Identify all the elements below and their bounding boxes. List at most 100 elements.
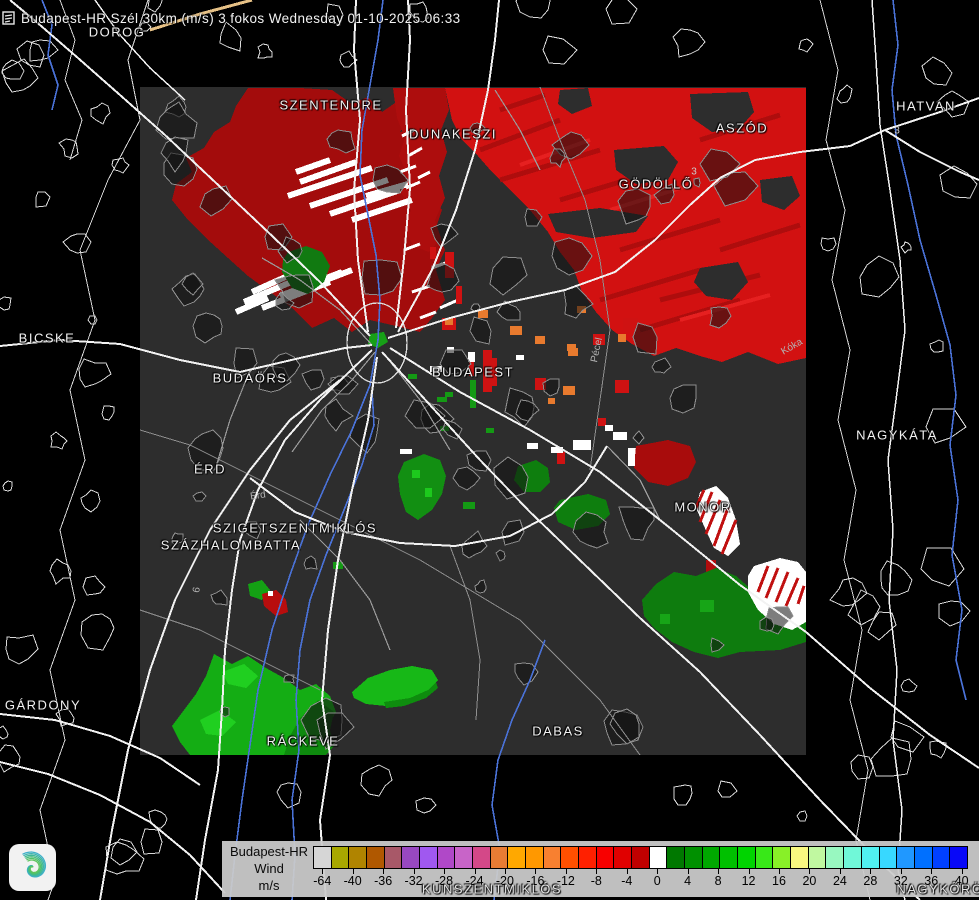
settlement-outline	[415, 797, 437, 814]
settlement-outline	[326, 129, 356, 154]
tick-label: -4	[621, 874, 633, 888]
city-label: NAGYKŐRÖS	[896, 881, 979, 897]
settlement-outline	[49, 558, 72, 585]
settlement-outline	[148, 809, 168, 829]
settlement-outline	[301, 369, 325, 391]
settlement-outline	[921, 56, 953, 86]
settlement-outline	[192, 491, 207, 502]
colorbar-cell	[349, 847, 368, 868]
city-label: SZENTENDRE	[279, 97, 383, 113]
settlement-outline	[58, 138, 79, 159]
settlement-outline	[929, 339, 944, 353]
colorbar-cell	[543, 847, 562, 868]
minor-roads	[214, 89, 661, 651]
settlement-outline	[880, 560, 913, 596]
settlement-outline	[542, 378, 560, 397]
tick-mark	[565, 868, 567, 874]
county-boundaries	[39, 0, 871, 900]
settlement-outline	[80, 489, 101, 513]
tick-mark	[626, 868, 628, 874]
product-title: Budapest-HR Szél 30km (m/s) 3 fokos Wedn…	[21, 10, 461, 26]
settlement-outline	[609, 708, 640, 745]
colorbar-cell	[649, 847, 668, 868]
settlement-outline	[829, 577, 868, 607]
tick-label: -20	[495, 874, 514, 888]
settlement-outline	[859, 255, 900, 298]
colorbar-cell	[384, 847, 403, 868]
city-label: BUDAÖRS	[212, 370, 288, 386]
settlement-outline	[673, 784, 693, 806]
settlement-outline	[847, 589, 881, 626]
settlement-outline	[2, 480, 13, 492]
tick-mark	[535, 868, 537, 874]
echo-layer	[172, 88, 806, 755]
tick-label: 24	[832, 874, 847, 888]
settlement-outline	[219, 21, 242, 52]
colorbar-cell	[402, 847, 421, 868]
tick-label: 40	[954, 874, 969, 888]
legend-parameter: Wind	[254, 861, 284, 876]
tick-mark	[779, 868, 780, 874]
settlement-outline	[469, 316, 492, 345]
colorbar-cell	[561, 847, 580, 868]
settlement-outline	[192, 312, 223, 344]
settlement-outline	[515, 399, 540, 422]
tick-mark	[809, 868, 811, 874]
settlement-outlines	[0, 0, 978, 876]
tick-mark	[931, 868, 933, 874]
settlement-outline	[920, 547, 965, 587]
city-label: HATVAN	[896, 98, 956, 114]
city-label: BICSKE	[18, 330, 76, 346]
settlement-outline	[850, 754, 874, 780]
settlement-outline	[900, 678, 918, 693]
settlement-outline	[796, 810, 808, 822]
colorbar-cell	[897, 847, 915, 868]
tick-mark	[718, 868, 720, 874]
tick-label: 36	[924, 874, 939, 888]
colorbar-cell	[579, 847, 597, 868]
tick-label: -8	[590, 874, 602, 888]
colorbar-cell	[844, 847, 862, 868]
settlement-outline	[900, 241, 912, 254]
settlement-outline	[16, 40, 45, 68]
settlement-outline	[404, 399, 446, 429]
settlement-outline	[303, 555, 318, 570]
budapest-ring-road	[346, 302, 408, 384]
city-label: DOROG	[88, 24, 146, 40]
tick-label: 20	[802, 874, 817, 888]
settlement-outline	[275, 291, 295, 311]
settlement-outline	[617, 188, 651, 225]
legend-product-block: Budapest-HR Wind m/s	[226, 843, 312, 894]
settlement-outline	[5, 634, 39, 665]
settlement-outline	[489, 256, 528, 296]
spiral-stroke	[26, 858, 40, 873]
tick-label: 0	[653, 874, 661, 888]
tick-label: 32	[893, 874, 908, 888]
colorbar-cell	[490, 847, 509, 868]
settlement-outline	[836, 84, 853, 104]
city-label: 3	[894, 125, 900, 137]
city-label: BUDAPEST	[431, 364, 515, 380]
tick-mark	[504, 868, 506, 874]
colorbar-cell	[632, 847, 650, 868]
settlement-outline	[759, 616, 775, 632]
legend-product-name: Budapest-HR	[229, 844, 309, 859]
settlement-outline	[890, 720, 925, 753]
tick-mark	[687, 868, 689, 874]
colorbar-cell	[826, 847, 845, 868]
tick-mark	[413, 868, 415, 874]
colorbar-cell	[614, 847, 633, 868]
settlement-outline	[474, 579, 487, 594]
settlement-outline	[669, 384, 697, 414]
settlement-outline	[160, 136, 189, 173]
settlement-outline	[0, 296, 12, 311]
city-label: Érd	[249, 489, 267, 503]
tick-mark	[870, 868, 872, 874]
settlement-outline	[524, 208, 543, 227]
colorbar-cell	[861, 847, 880, 868]
colorbar-cell	[685, 847, 703, 868]
city-label: GÖDÖLLŐ	[618, 176, 694, 192]
settlement-outline	[632, 322, 658, 355]
settlement-outline	[326, 3, 344, 26]
legend-unit: m/s	[258, 878, 280, 893]
